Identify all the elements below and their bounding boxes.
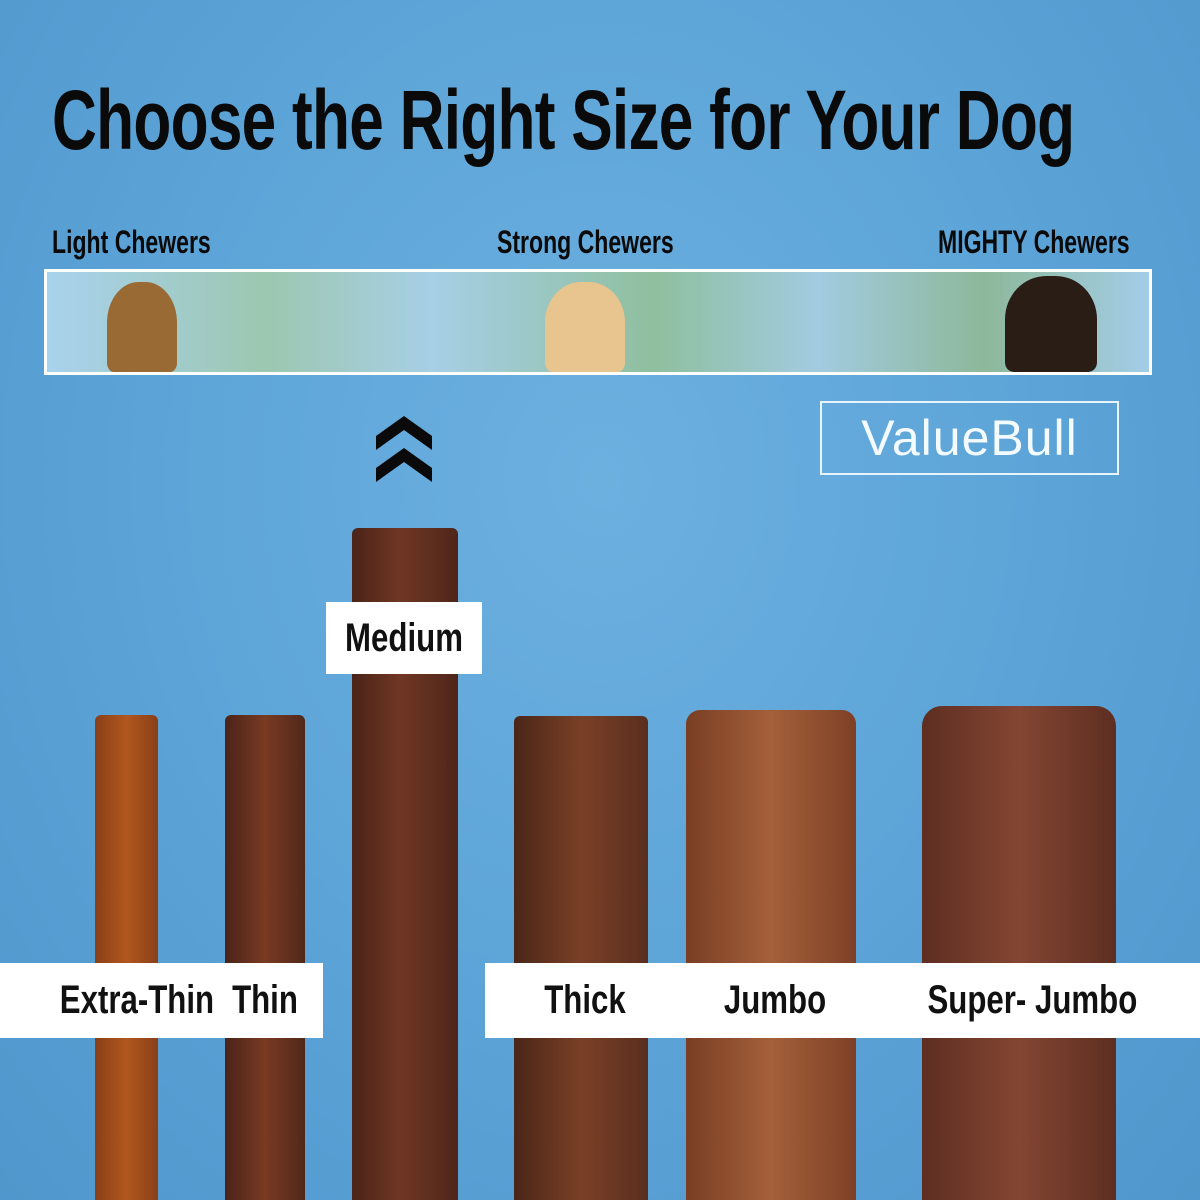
stick-thin bbox=[225, 715, 305, 1200]
valuebull-logo: ValueBull bbox=[820, 401, 1119, 475]
strong-chewers-label: Strong Chewers bbox=[497, 224, 674, 260]
page-title: Choose the Right Size for Your Dog bbox=[52, 73, 1075, 167]
stick-jumbo bbox=[686, 710, 856, 1200]
size-label-thin: Thin bbox=[232, 978, 298, 1022]
rottweiler-image bbox=[1005, 276, 1097, 372]
double-chevron-up-icon bbox=[376, 416, 432, 482]
size-label-jumbo: Jumbo bbox=[723, 978, 827, 1022]
stick-super-jumbo bbox=[922, 706, 1116, 1200]
labrador-image bbox=[545, 282, 625, 372]
medium-label-box bbox=[326, 602, 482, 674]
yorkie-image bbox=[107, 282, 177, 372]
light-chewers-label: Light Chewers bbox=[52, 224, 211, 260]
size-label-super-jumbo: Super- Jumbo bbox=[927, 978, 1138, 1022]
label-box-right bbox=[485, 963, 1200, 1038]
stick-extra-thin bbox=[95, 715, 158, 1200]
mighty-chewers-label: MIGHTY Chewers bbox=[938, 224, 1130, 260]
label-box-left bbox=[0, 963, 323, 1038]
size-label-extra-thin: Extra-Thin bbox=[59, 978, 215, 1022]
stick-thick bbox=[514, 716, 648, 1200]
size-label-medium: Medium bbox=[345, 616, 463, 660]
dog-banner bbox=[44, 269, 1152, 375]
size-label-thick: Thick bbox=[544, 978, 626, 1022]
